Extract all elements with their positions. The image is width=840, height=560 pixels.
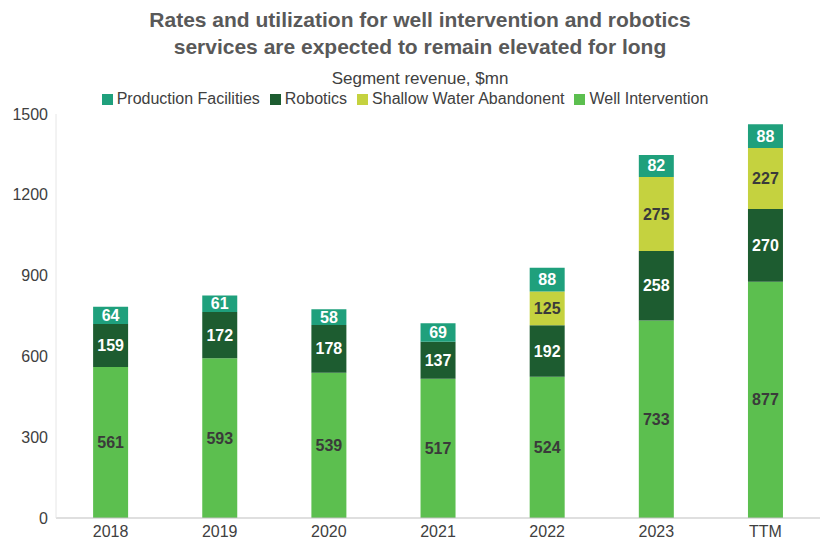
svg-text:2021: 2021 [420,523,456,540]
svg-text:88: 88 [757,128,775,145]
svg-text:877: 877 [752,391,779,408]
svg-text:517: 517 [425,440,452,457]
svg-text:125: 125 [534,300,561,317]
svg-text:258: 258 [643,277,670,294]
svg-text:593: 593 [206,430,233,447]
svg-text:159: 159 [97,337,124,354]
svg-text:2023: 2023 [638,523,674,540]
svg-text:61: 61 [211,295,229,312]
svg-text:561: 561 [97,434,124,451]
svg-text:0: 0 [39,510,48,527]
svg-text:2020: 2020 [311,523,347,540]
svg-text:1200: 1200 [12,186,48,203]
svg-text:2018: 2018 [93,523,129,540]
svg-text:900: 900 [21,267,48,284]
svg-text:539: 539 [316,437,343,454]
svg-text:178: 178 [316,340,343,357]
svg-text:172: 172 [206,327,233,344]
svg-text:300: 300 [21,429,48,446]
svg-text:2022: 2022 [529,523,565,540]
svg-text:733: 733 [643,411,670,428]
svg-text:64: 64 [102,307,120,324]
svg-text:69: 69 [429,324,447,341]
svg-text:58: 58 [320,309,338,326]
html-text:Robotics: Robotics [284,90,348,107]
html-text:Rates and utilization for well: Rates and utilization for well intervent… [149,8,691,58]
svg-text:88: 88 [538,271,556,288]
svg-text:227: 227 [752,170,779,187]
svg-text:192: 192 [534,343,561,360]
svg-text:TTM: TTM [749,523,782,540]
html-text:Segment revenue, $mn: Segment revenue, $mn [331,69,509,88]
html-text:Shallow Water Abandonent: Shallow Water Abandonent [372,90,565,107]
html-text:Production Facilities: Production Facilities [116,90,260,107]
svg-text:82: 82 [647,157,665,174]
svg-text:524: 524 [534,439,561,456]
svg-text:2019: 2019 [202,523,238,540]
svg-text:600: 600 [21,348,48,365]
html-text:Well Intervention: Well Intervention [589,90,709,107]
svg-text:137: 137 [425,352,452,369]
svg-text:270: 270 [752,237,779,254]
svg-text:275: 275 [643,206,670,223]
svg-text:1500: 1500 [12,106,48,123]
